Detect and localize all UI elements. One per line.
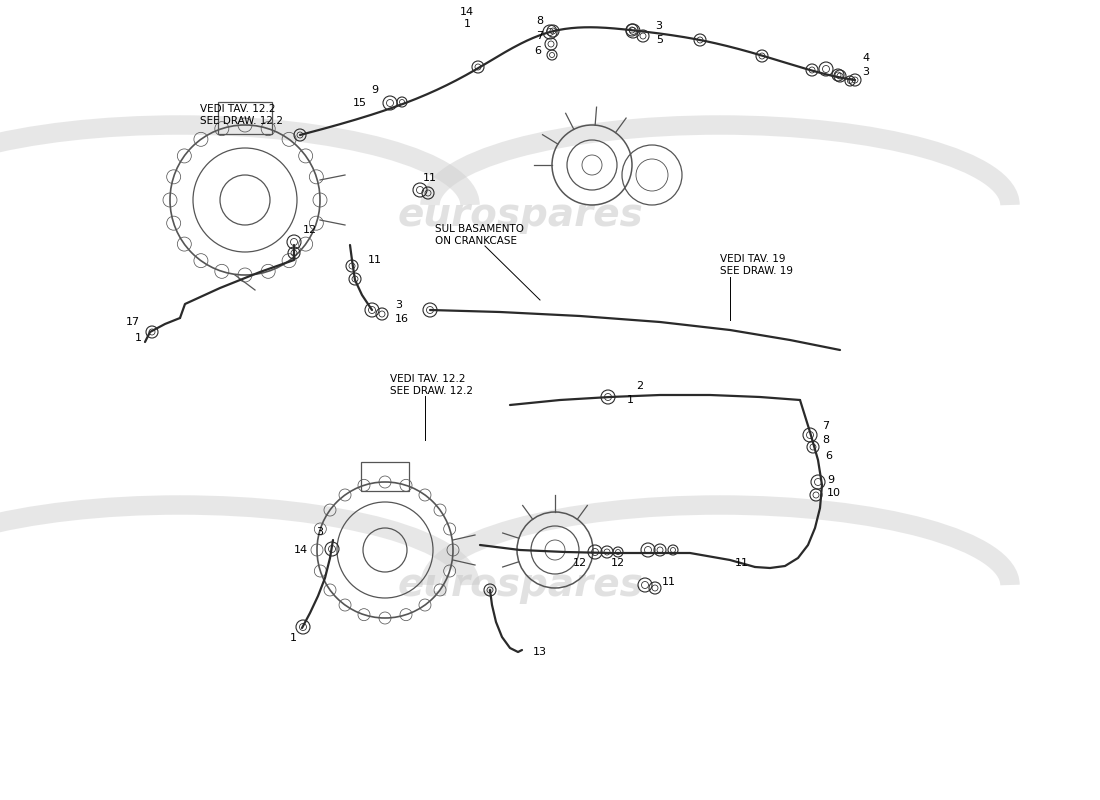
Text: 2: 2 [637,381,644,391]
Text: 11: 11 [662,577,676,587]
Text: 9: 9 [827,475,834,485]
Text: 11: 11 [368,255,382,265]
Text: 7: 7 [537,31,543,41]
Text: eurospares: eurospares [397,196,642,234]
Text: 10: 10 [827,488,842,498]
Text: 16: 16 [395,314,409,324]
Text: 15: 15 [353,98,367,108]
Text: 3: 3 [317,527,323,537]
Text: 3: 3 [395,300,402,310]
Text: 11: 11 [424,173,437,183]
Text: 12: 12 [302,225,317,235]
Text: 1: 1 [134,333,142,343]
Text: VEDI TAV. 12.2
SEE DRAW. 12.2: VEDI TAV. 12.2 SEE DRAW. 12.2 [390,374,473,396]
Text: 7: 7 [822,421,829,431]
Text: 8: 8 [537,16,543,26]
Text: 14: 14 [294,545,308,555]
Text: 14: 14 [460,7,474,17]
Text: 3: 3 [654,21,662,31]
Text: 17: 17 [125,317,140,327]
Text: eurospares: eurospares [397,566,642,604]
Text: 12: 12 [610,558,625,568]
Text: 3: 3 [862,67,869,77]
Text: 8: 8 [822,435,829,445]
Text: 4: 4 [862,53,869,63]
Text: 6: 6 [535,46,541,56]
Text: 1: 1 [627,395,634,405]
Text: SUL BASAMENTO
ON CRANKCASE: SUL BASAMENTO ON CRANKCASE [434,224,524,246]
Text: VEDI TAV. 12.2
SEE DRAW. 12.2: VEDI TAV. 12.2 SEE DRAW. 12.2 [200,104,283,126]
Text: 12: 12 [573,558,587,568]
Text: 6: 6 [825,451,832,461]
Text: VEDI TAV. 19
SEE DRAW. 19: VEDI TAV. 19 SEE DRAW. 19 [720,254,793,276]
Text: 9: 9 [372,85,378,95]
Text: 13: 13 [534,647,547,657]
Text: 5: 5 [656,35,663,45]
Text: 1: 1 [289,633,297,643]
Text: 11: 11 [735,558,749,568]
Text: 1: 1 [463,19,471,29]
